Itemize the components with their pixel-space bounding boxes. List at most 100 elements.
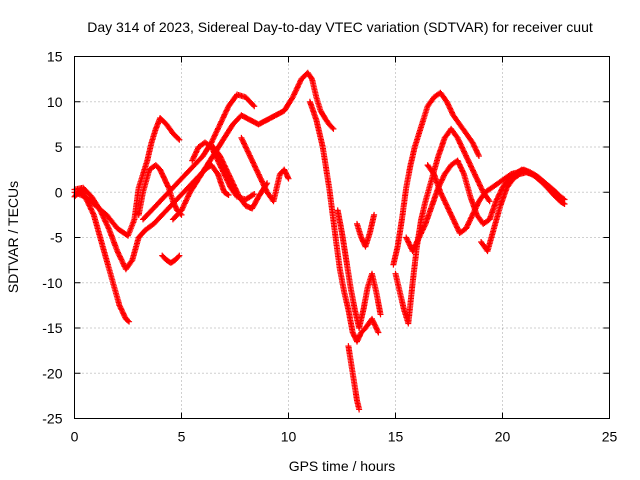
data-point <box>163 121 175 136</box>
data-point <box>407 145 418 169</box>
y-tick-label: 15 <box>47 49 63 65</box>
data-point <box>249 195 261 212</box>
data-point <box>488 181 500 191</box>
data-point <box>356 406 363 413</box>
data-point <box>450 216 463 235</box>
data-point <box>244 148 257 167</box>
data-point <box>461 171 473 199</box>
y-axis-label: SDTVAR / TECUs <box>5 181 21 293</box>
data-point <box>264 113 278 123</box>
data-point <box>443 98 456 117</box>
data-point <box>285 175 292 182</box>
data-point <box>354 330 364 345</box>
data-point <box>416 222 428 241</box>
data-point <box>369 315 381 335</box>
data-point <box>461 148 473 167</box>
data-point <box>182 163 197 178</box>
data-point <box>469 139 482 158</box>
data-point <box>503 177 516 191</box>
data-point <box>486 198 493 205</box>
x-tick-label: 15 <box>388 429 404 445</box>
data-point <box>330 125 337 132</box>
data-point <box>332 234 343 271</box>
series-arc-12 <box>334 207 384 331</box>
data-point <box>326 121 336 131</box>
y-tick-label: -15 <box>42 320 62 336</box>
data-point <box>221 122 236 141</box>
y-tick-label: -20 <box>42 365 62 381</box>
data-point <box>463 213 475 232</box>
data-point <box>223 166 236 185</box>
data-point <box>242 94 257 109</box>
data-point <box>409 245 420 286</box>
data-point <box>319 144 332 190</box>
data-point <box>140 208 154 223</box>
data-point <box>313 116 326 149</box>
data-point <box>418 199 429 223</box>
data-point <box>469 199 482 218</box>
data-point <box>116 302 129 321</box>
data-point <box>214 171 227 194</box>
series-arc-1 <box>71 186 133 325</box>
data-point <box>189 145 201 164</box>
data-point <box>176 136 183 143</box>
data-point <box>140 168 152 196</box>
data-point <box>150 213 165 227</box>
data-point <box>309 76 319 99</box>
data-point <box>270 172 283 205</box>
data-point <box>373 288 384 316</box>
data-point <box>135 228 148 241</box>
y-tick-label: -25 <box>42 411 62 427</box>
series-arc-11 <box>306 98 382 345</box>
y-tick-label: 10 <box>47 94 63 110</box>
data-point <box>475 153 482 160</box>
data-point <box>191 154 205 169</box>
data-point <box>161 175 171 190</box>
series-arc-2 <box>71 162 232 273</box>
data-point <box>251 162 263 181</box>
data-point <box>122 315 131 324</box>
data-point <box>561 196 568 203</box>
data-point <box>424 95 437 110</box>
data-point <box>169 130 182 142</box>
series-arc-7 <box>169 69 337 223</box>
data-point <box>450 112 462 127</box>
data-point <box>126 318 133 325</box>
data-point <box>129 236 142 264</box>
x-tick-label: 10 <box>281 429 297 445</box>
data-point <box>142 221 156 234</box>
grid-lines <box>74 56 610 419</box>
data-point <box>221 189 231 198</box>
data-point <box>493 186 505 205</box>
data-point <box>103 257 116 285</box>
data-point <box>441 163 454 178</box>
series-arc-13 <box>345 343 363 413</box>
data-point <box>169 208 184 223</box>
data-point <box>157 115 169 127</box>
data-point <box>456 121 469 136</box>
data-point <box>227 184 240 199</box>
data-point <box>114 248 129 271</box>
data-point <box>167 257 177 266</box>
data-point <box>208 122 223 146</box>
data-point <box>131 186 142 223</box>
x-tick-label: 0 <box>71 429 79 445</box>
data-point <box>317 107 328 120</box>
data-point <box>80 184 94 199</box>
data-point <box>369 270 379 294</box>
data-point <box>321 115 332 127</box>
data-point <box>341 288 352 312</box>
data-point <box>103 211 120 231</box>
y-tick-label: -5 <box>50 230 63 246</box>
data-point <box>238 134 251 154</box>
data-point <box>159 252 169 262</box>
data-point <box>225 191 232 198</box>
series-arc-5 <box>159 252 183 266</box>
data-point <box>454 157 467 176</box>
data-point <box>495 176 507 187</box>
data-point <box>490 204 503 232</box>
data-point <box>476 190 488 205</box>
data-point <box>443 202 456 221</box>
